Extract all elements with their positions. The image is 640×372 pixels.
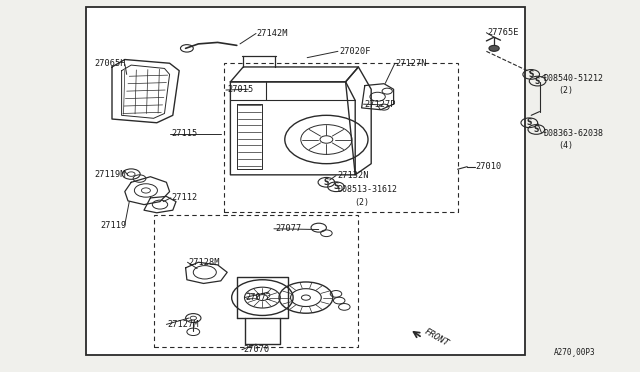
Text: 27128M: 27128M — [189, 258, 220, 267]
Text: 27142M: 27142M — [256, 29, 287, 38]
Bar — [86, 7, 525, 355]
Text: (2): (2) — [354, 198, 369, 207]
Text: 27765E: 27765E — [488, 28, 519, 37]
Text: 27119: 27119 — [100, 221, 127, 230]
Text: 27065H: 27065H — [95, 59, 126, 68]
Bar — [224, 63, 458, 212]
Text: 27127N: 27127N — [396, 59, 427, 68]
Text: 27132N: 27132N — [337, 171, 369, 180]
Text: 27072: 27072 — [245, 293, 271, 302]
Bar — [154, 215, 358, 347]
Text: S: S — [535, 77, 540, 86]
Text: 27010: 27010 — [475, 162, 501, 171]
Text: S: S — [333, 182, 339, 191]
Text: (2): (2) — [559, 86, 573, 94]
Text: 27115: 27115 — [172, 129, 198, 138]
Text: 27015: 27015 — [227, 85, 253, 94]
Text: S: S — [534, 125, 539, 134]
Text: 27127P: 27127P — [365, 100, 396, 109]
Text: Ð08540-51212: Ð08540-51212 — [543, 74, 603, 83]
Text: Ð08363-62038: Ð08363-62038 — [543, 129, 603, 138]
Circle shape — [489, 45, 499, 51]
Text: 27070: 27070 — [243, 345, 269, 354]
Text: S: S — [324, 178, 329, 187]
Text: (4): (4) — [559, 141, 573, 150]
Text: 27127M: 27127M — [168, 320, 199, 329]
Text: Ð08513-31612: Ð08513-31612 — [337, 185, 397, 194]
Text: S: S — [529, 70, 534, 79]
Text: 27112: 27112 — [172, 193, 198, 202]
Text: A270¸00P3: A270¸00P3 — [554, 347, 595, 356]
Text: S: S — [527, 118, 532, 127]
Text: 27119M: 27119M — [95, 170, 126, 179]
Text: 27020F: 27020F — [339, 47, 371, 56]
Text: FRONT: FRONT — [422, 327, 450, 349]
Text: 27077: 27077 — [275, 224, 301, 233]
